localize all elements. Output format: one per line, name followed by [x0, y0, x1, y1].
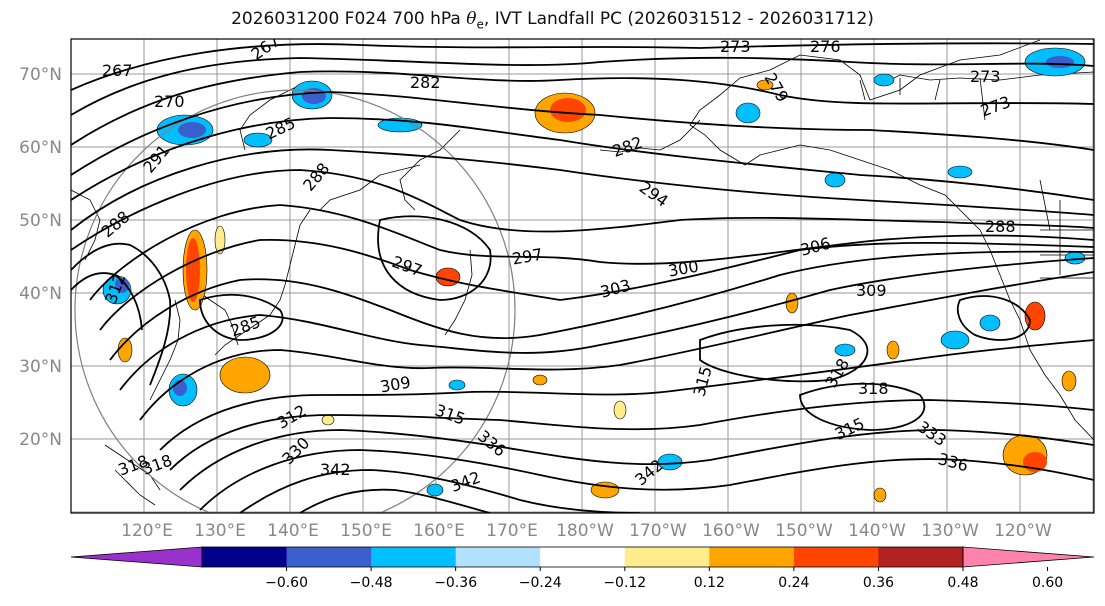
ivt-positive-patch: [886, 340, 900, 360]
colorbar-tick-label: −0.36: [434, 575, 477, 591]
colorbar-tick-label: −0.60: [265, 575, 308, 591]
ivt-positive-patch: [435, 267, 461, 287]
ivt-negative-patch: [873, 73, 895, 87]
contour-label: 282: [410, 73, 441, 92]
colorbar: −0.60 −0.48 −0.36 −0.24 −0.12 0.12 0.24 0.36 0.4…: [70, 546, 1095, 591]
colorbar-segment: [540, 547, 626, 567]
ivt-negative-patch: [657, 453, 683, 471]
contour-label: 276: [810, 37, 841, 56]
lon-label: 180°W: [556, 521, 614, 541]
ivt-negative-patch: [426, 483, 444, 497]
contour-label: 267: [102, 61, 133, 80]
lat-label: 60°N: [19, 138, 62, 158]
ivt-positive-patch: [321, 414, 335, 426]
ivt-positive-patch: [214, 225, 226, 255]
colorbar-segment: [878, 547, 964, 567]
lat-label: 40°N: [19, 284, 62, 304]
lon-label: 160°E: [413, 521, 465, 541]
lon-label: 130°E: [194, 521, 246, 541]
lon-label: 130°W: [921, 521, 979, 541]
lon-label: 120°E: [121, 521, 173, 541]
contour-label: 318: [858, 379, 889, 398]
colorbar-segment: [709, 547, 795, 567]
colorbar-tick-label: 0.48: [947, 575, 978, 591]
ivt-positive-patch: [873, 487, 887, 503]
colorbar-extend-low: [70, 546, 203, 568]
ivt-positive-patch: [785, 292, 799, 314]
colorbar-frame: [201, 546, 964, 568]
ivt-negative-patch: [243, 132, 273, 148]
ivt-negative-patch: [178, 122, 206, 138]
ivt-negative-patch: [834, 343, 856, 357]
latitude-labels: 70°N 60°N 50°N 40°N 30°N 20°N: [19, 65, 62, 450]
ivt-positive-patch: [219, 356, 271, 394]
lat-label: 50°N: [19, 211, 62, 231]
map-title: 2026031200 F024 700 hPa θe, IVT Landfall…: [231, 9, 874, 32]
colorbar-extend-high: [962, 546, 1095, 568]
colorbar-tick-label: −0.24: [519, 575, 562, 591]
lon-label: 140°W: [848, 521, 906, 541]
colorbar-segment: [371, 547, 457, 567]
contour-label: 273: [720, 37, 751, 56]
contour-label: 309: [856, 281, 887, 300]
contour-label: 270: [154, 92, 185, 111]
colorbar-tick-label: −0.12: [603, 575, 646, 591]
ivt-positive-patch: [756, 79, 774, 91]
colorbar-segment: [286, 547, 372, 567]
colorbar-tick-label: −0.48: [350, 575, 393, 591]
ivt-positive-patch: [1061, 370, 1077, 392]
lat-label: 20°N: [19, 430, 62, 450]
lat-label: 70°N: [19, 65, 62, 85]
colorbar-segment: [624, 547, 710, 567]
contour-label: 342: [320, 460, 351, 479]
longitude-labels: 120°E 130°E 140°E 150°E 160°E 170°E 180°W 170°W…: [121, 521, 1052, 541]
ivt-negative-patch: [735, 102, 761, 124]
contour-label: 288: [985, 217, 1016, 236]
map-frame: [70, 38, 1095, 514]
ivt-negative-patch: [824, 172, 846, 188]
ivt-negative-patch: [1046, 56, 1074, 68]
lon-label: 170°W: [629, 521, 687, 541]
lat-label: 30°N: [19, 357, 62, 377]
colorbar-tick-label: 0.60: [1032, 575, 1063, 591]
coastlines: [71, 39, 1094, 506]
ivt-positive-patch: [532, 374, 548, 386]
ivt-positive-patch: [186, 238, 200, 302]
colorbar-tick-label: 0.12: [694, 575, 725, 591]
ivt-positive-patch: [550, 98, 586, 122]
ivt-positive-patch: [613, 400, 627, 420]
great-circle-ring: [74, 89, 516, 513]
lon-label: 150°E: [340, 521, 392, 541]
lon-label: 150°W: [775, 521, 833, 541]
lon-label: 120°W: [994, 521, 1052, 541]
ivt-negative-patch: [448, 379, 466, 391]
ivt-negative-patch: [947, 165, 973, 179]
colorbar-segment: [455, 547, 541, 567]
colorbar-segment: [202, 547, 288, 567]
ivt-negative-patch: [979, 314, 1001, 332]
colorbar-tick-label: 0.36: [863, 575, 894, 591]
colorbar-tick-label: 0.24: [778, 575, 809, 591]
contour-label: 273: [970, 67, 1001, 86]
theta-e-contours: [71, 42, 1094, 513]
ivt-negative-patch: [115, 277, 129, 293]
lon-label: 160°W: [702, 521, 760, 541]
lon-label: 170°E: [486, 521, 538, 541]
ivt-negative-patch: [940, 330, 970, 350]
lon-label: 140°E: [267, 521, 319, 541]
colorbar-segment: [793, 547, 879, 567]
